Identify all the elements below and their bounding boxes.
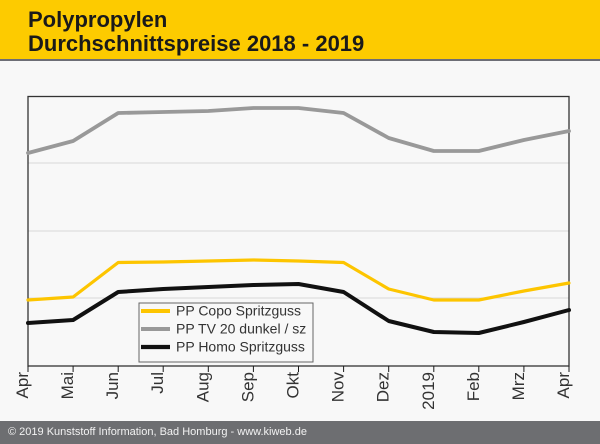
svg-text:Jul: Jul bbox=[148, 372, 167, 394]
svg-text:Okt: Okt bbox=[284, 372, 303, 399]
svg-text:Apr: Apr bbox=[13, 372, 32, 399]
svg-text:Sep: Sep bbox=[238, 372, 257, 402]
svg-text:Dez: Dez bbox=[374, 372, 393, 402]
svg-text:Jun: Jun bbox=[103, 372, 122, 399]
svg-text:Mrz: Mrz bbox=[509, 372, 528, 400]
svg-text:Apr: Apr bbox=[554, 372, 573, 399]
svg-text:Feb: Feb bbox=[464, 372, 483, 401]
svg-text:Nov: Nov bbox=[329, 372, 348, 403]
svg-text:PP Copo Spritzguss: PP Copo Spritzguss bbox=[176, 303, 301, 319]
svg-text:PP Homo Spritzguss: PP Homo Spritzguss bbox=[176, 339, 305, 355]
svg-text:Aug: Aug bbox=[193, 372, 212, 402]
svg-text:2019: 2019 bbox=[419, 372, 438, 410]
svg-text:PP TV 20 dunkel / sz: PP TV 20 dunkel / sz bbox=[176, 321, 306, 337]
svg-text:Mai: Mai bbox=[58, 372, 77, 399]
